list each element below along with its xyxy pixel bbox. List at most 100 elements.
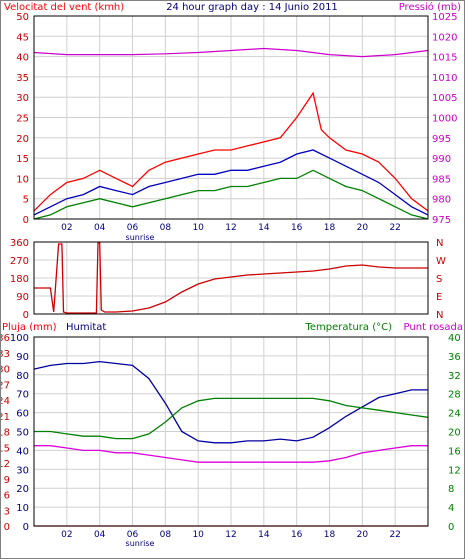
humidity-tick-label: 40	[16, 446, 29, 457]
pressure-tick-label: 985	[432, 174, 451, 185]
compass-tick-label: E	[436, 292, 442, 303]
direction-tick-label: 270	[10, 256, 29, 267]
rain-axis-label: Pluja (mm)	[2, 322, 57, 333]
pressure-tick-label: 1010	[432, 73, 457, 84]
wind-x-tick-label: 10	[192, 223, 204, 233]
pressure-tick-label: 990	[432, 154, 451, 165]
pressure-tick-label: 1005	[432, 93, 457, 104]
humidity-tick-label: 70	[16, 390, 29, 401]
temperature-tick-label: 20	[448, 428, 461, 439]
weather-panel-frame	[33, 336, 429, 527]
compass-tick-label: S	[436, 274, 442, 285]
weather-x-tick-label: 18	[324, 530, 336, 540]
wind-tick-label: 35	[16, 73, 29, 84]
weather-panel: 0369121518212427303336010203040506070809…	[0, 333, 461, 548]
humidity-tick-label: 20	[16, 484, 29, 495]
wind-tick-label: 20	[16, 134, 29, 145]
wind-x-tick-label: 18	[324, 223, 336, 233]
wind-panel-frame	[33, 15, 429, 220]
weather-x-tick-label: 20	[357, 530, 369, 540]
rain-tick-label: 24	[0, 396, 10, 407]
weather-x-tick-label: 06	[127, 530, 139, 540]
humidity-tick-label: 60	[16, 409, 29, 420]
temperature-tick-label: 28	[448, 390, 461, 401]
rain-tick-label: 3	[4, 506, 10, 517]
wind-tick-label: 5	[23, 195, 29, 206]
temperature-axis-label: Temperatura (°C)	[304, 322, 392, 333]
wind-tick-label: 15	[16, 154, 29, 165]
wind-x-tick-label: 22	[389, 223, 400, 233]
humidity-tick-label: 100	[10, 333, 29, 344]
humidity-tick-label: 50	[16, 428, 29, 439]
weather-x-tick-label: 16	[291, 530, 303, 540]
wind-tick-label: 40	[16, 53, 29, 64]
chart-title: 24 hour graph day : 14 Junio 2011	[166, 2, 338, 13]
temperature-tick-label: 0	[448, 522, 454, 533]
pressure-tick-label: 1020	[432, 32, 457, 43]
rain-tick-label: 15	[0, 443, 10, 454]
pressure-tick-label: 1000	[432, 114, 457, 125]
rain-tick-label: 9	[4, 475, 10, 486]
temperature-tick-label: 8	[448, 484, 454, 495]
rain-tick-label: 12	[0, 459, 10, 470]
humidity-tick-label: 90	[16, 352, 29, 363]
humidity-tick-label: 10	[16, 503, 29, 514]
wind-x-tick-label: 14	[258, 223, 270, 233]
rain-tick-label: 21	[0, 412, 10, 423]
compass-tick-label: N	[436, 310, 443, 321]
rain-tick-label: 0	[4, 522, 10, 533]
temperature-tick-label: 24	[448, 409, 461, 420]
wind-tick-label: 45	[16, 32, 29, 43]
direction-panel-frame	[33, 241, 429, 315]
wind-x-tick-label: 04	[94, 223, 106, 233]
rain-tick-label: 33	[0, 349, 10, 360]
direction-tick-label: 90	[16, 292, 29, 303]
temperature-tick-label: 32	[448, 371, 461, 382]
wind-tick-label: 30	[16, 93, 29, 104]
temperature-tick-label: 40	[448, 333, 461, 344]
wind-axis-label: Velocitat del vent (kmh)	[4, 2, 124, 13]
pressure-tick-label: 995	[432, 134, 451, 145]
direction-series-line-0	[34, 242, 428, 314]
weather-x-tick-label: 08	[160, 530, 172, 540]
weather-sunrise-label: sunrise	[126, 539, 155, 548]
weather-x-tick-label: 04	[94, 530, 106, 540]
weather-series-line-1	[34, 397, 429, 440]
rain-tick-label: 6	[4, 491, 10, 502]
wind-series-line-3	[33, 47, 429, 58]
rain-tick-label: 30	[0, 365, 10, 376]
weather-x-tick-label: 12	[225, 530, 236, 540]
humidity-axis-label: Humitat	[66, 322, 106, 333]
wind-x-tick-label: 06	[127, 223, 139, 233]
humidity-tick-label: 30	[16, 465, 29, 476]
weather-x-tick-label: 02	[61, 530, 72, 540]
temperature-tick-label: 12	[448, 465, 461, 476]
direction-tick-label: 360	[10, 238, 29, 249]
wind-sunrise-label: sunrise	[126, 233, 155, 242]
temperature-tick-label: 16	[448, 446, 461, 457]
compass-tick-label: W	[436, 256, 446, 267]
wind-x-tick-label: 16	[291, 223, 303, 233]
rain-tick-label: 36	[0, 333, 10, 344]
wind-series-line-0	[33, 91, 429, 212]
pressure-tick-label: 1015	[432, 53, 457, 64]
compass-tick-label: N	[436, 238, 443, 249]
wind-series-line-2	[33, 169, 429, 220]
temperature-tick-label: 4	[448, 503, 454, 514]
wind-tick-label: 0	[23, 215, 29, 226]
rain-tick-label: 27	[0, 380, 10, 391]
direction-tick-label: 180	[10, 274, 29, 285]
wind-series-line-1	[33, 149, 429, 216]
humidity-tick-label: 0	[23, 522, 29, 533]
pressure-tick-label: 975	[432, 215, 451, 226]
pressure-tick-label: 980	[432, 195, 451, 206]
rain-tick-label: 18	[0, 428, 10, 439]
wind-x-tick-label: 08	[160, 223, 172, 233]
weather-series-line-2	[34, 445, 428, 463]
weather-series-line-0	[33, 360, 428, 444]
wind-tick-label: 50	[16, 12, 29, 23]
